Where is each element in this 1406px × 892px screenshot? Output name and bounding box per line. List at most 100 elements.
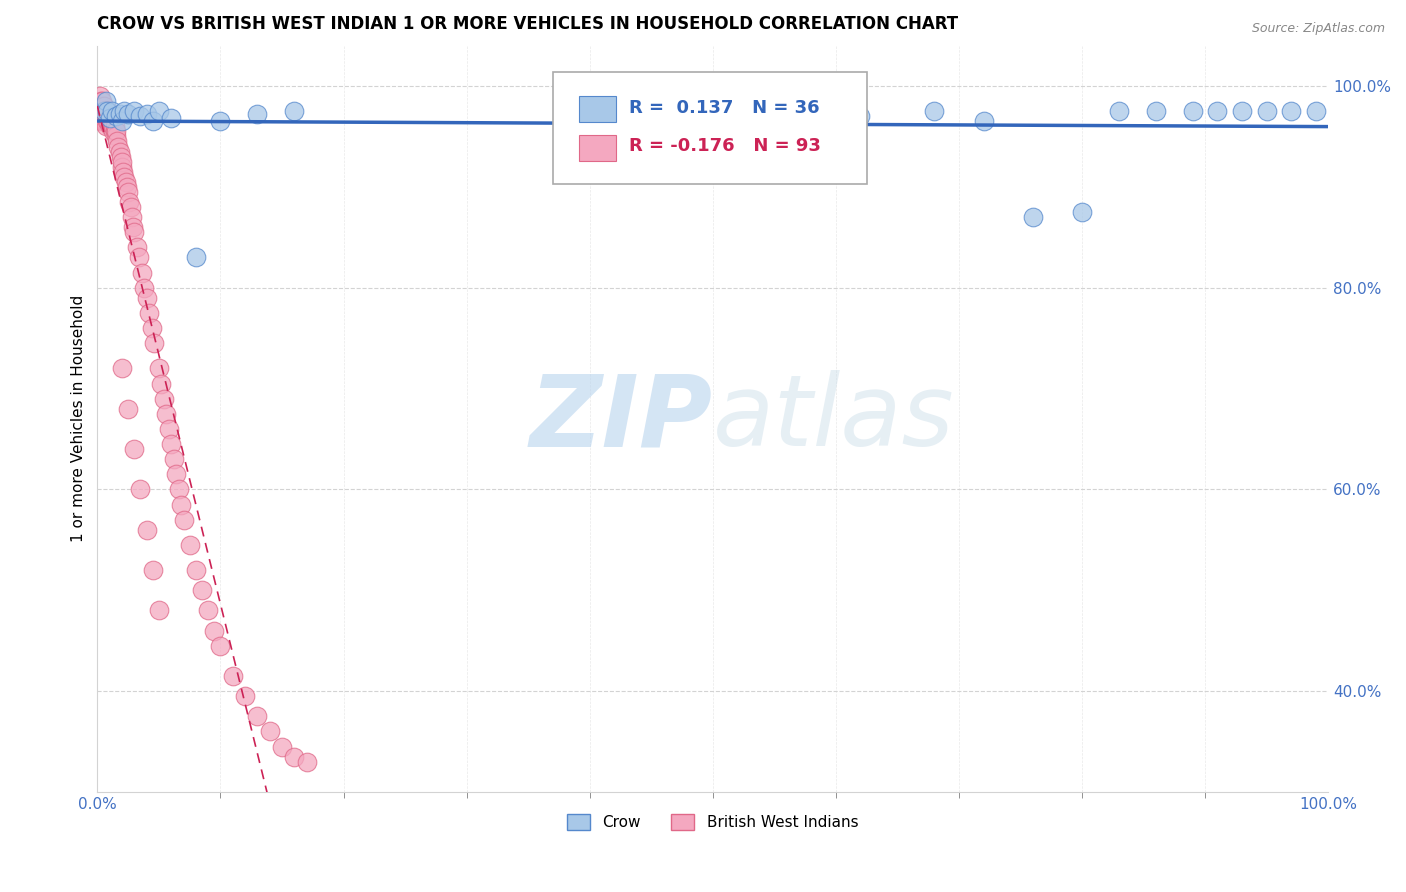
Point: [98, 112, 121, 126]
Point: [1206, 104, 1229, 119]
Point: [111, 160, 134, 174]
Point: [124, 442, 146, 456]
Point: [103, 124, 125, 138]
Point: [96, 109, 118, 123]
Point: [110, 150, 132, 164]
Point: [115, 179, 138, 194]
Point: [98, 120, 121, 134]
Point: [118, 194, 141, 209]
Point: [1108, 104, 1130, 119]
FancyBboxPatch shape: [579, 136, 616, 161]
Point: [160, 437, 183, 451]
Point: [128, 251, 150, 265]
Point: [112, 104, 135, 119]
Text: atlas: atlas: [713, 370, 955, 467]
Point: [108, 145, 131, 159]
Point: [93, 114, 115, 128]
Point: [103, 120, 125, 134]
Point: [104, 124, 127, 138]
Point: [129, 483, 152, 497]
Point: [283, 104, 305, 119]
Point: [155, 407, 177, 421]
Point: [104, 109, 127, 123]
Point: [114, 175, 136, 189]
Point: [138, 306, 160, 320]
Point: [100, 114, 122, 128]
Text: R = -0.176   N = 93: R = -0.176 N = 93: [628, 137, 821, 155]
Point: [135, 107, 157, 121]
Point: [93, 104, 115, 119]
Point: [202, 624, 225, 638]
Point: [100, 109, 122, 123]
Point: [93, 104, 115, 119]
Point: [122, 220, 145, 235]
Text: ZIP: ZIP: [530, 370, 713, 467]
Point: [97, 104, 120, 119]
Point: [129, 109, 152, 123]
Point: [93, 99, 115, 113]
Point: [157, 422, 180, 436]
Point: [1022, 210, 1045, 224]
Point: [148, 361, 170, 376]
Point: [98, 109, 121, 123]
Point: [120, 200, 142, 214]
Point: [973, 114, 995, 128]
Point: [112, 165, 135, 179]
Point: [209, 114, 232, 128]
Point: [1256, 104, 1278, 119]
Legend: Crow, British West Indians: Crow, British West Indians: [561, 808, 865, 837]
Point: [117, 401, 139, 416]
Point: [90, 99, 112, 113]
Point: [105, 135, 128, 149]
Text: R =  0.137   N = 36: R = 0.137 N = 36: [628, 99, 820, 117]
Point: [101, 104, 124, 119]
Point: [142, 114, 165, 128]
Point: [135, 523, 157, 537]
Point: [117, 185, 139, 199]
Point: [259, 724, 281, 739]
Point: [96, 104, 118, 119]
Point: [148, 104, 170, 119]
Point: [197, 603, 219, 617]
Point: [101, 114, 124, 128]
Point: [578, 112, 600, 126]
Point: [96, 104, 118, 119]
Point: [233, 689, 256, 703]
Point: [167, 483, 190, 497]
Point: [90, 114, 112, 128]
Point: [271, 739, 294, 754]
Point: [107, 139, 129, 153]
Point: [150, 376, 173, 391]
Point: [91, 94, 114, 108]
Point: [191, 583, 214, 598]
Point: [222, 669, 245, 683]
Point: [209, 639, 232, 653]
Text: Source: ZipAtlas.com: Source: ZipAtlas.com: [1251, 22, 1385, 36]
Point: [108, 107, 131, 121]
Point: [93, 109, 115, 123]
Point: [173, 513, 195, 527]
Point: [103, 120, 125, 134]
Point: [90, 109, 112, 123]
Point: [283, 749, 305, 764]
Point: [170, 498, 193, 512]
Point: [94, 109, 117, 123]
Point: [111, 361, 134, 376]
Point: [1071, 205, 1094, 219]
Point: [165, 467, 187, 482]
Point: [96, 114, 118, 128]
Point: [93, 114, 115, 128]
Point: [89, 89, 111, 103]
Point: [94, 104, 117, 119]
Point: [94, 120, 117, 134]
Point: [124, 225, 146, 239]
Point: [111, 154, 134, 169]
FancyBboxPatch shape: [579, 96, 616, 122]
Point: [295, 755, 318, 769]
Text: CROW VS BRITISH WEST INDIAN 1 OR MORE VEHICLES IN HOUSEHOLD CORRELATION CHART: CROW VS BRITISH WEST INDIAN 1 OR MORE VE…: [97, 15, 959, 33]
Point: [1279, 104, 1302, 119]
Point: [179, 538, 201, 552]
Point: [101, 120, 124, 134]
Y-axis label: 1 or more Vehicles in Household: 1 or more Vehicles in Household: [72, 295, 86, 542]
Point: [775, 99, 797, 113]
